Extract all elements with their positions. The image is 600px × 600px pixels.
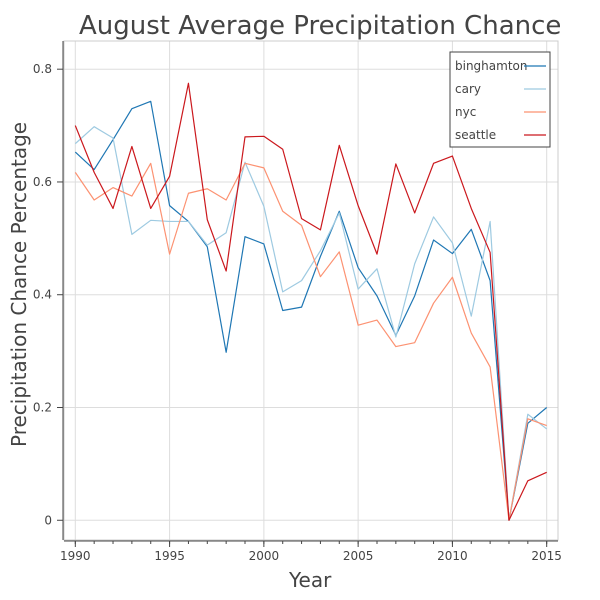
legend-label-nyc: nyc [455, 105, 476, 119]
y-tick-label: 0.6 [33, 175, 52, 189]
legend-label-seattle: seattle [455, 128, 496, 142]
legend-label-cary: cary [455, 82, 481, 96]
chart-title: August Average Precipitation Chance [79, 11, 561, 41]
x-axis-ticks: 1990 1995 2000 2005 2010 2015 [60, 541, 562, 563]
y-tick-label: 0.8 [33, 62, 52, 76]
y-tick-label: 0 [44, 513, 52, 527]
series-line-nyc [74, 162, 547, 521]
y-tick-label: 0.4 [33, 288, 52, 302]
plot-frame [63, 40, 559, 541]
legend-box [449, 51, 551, 148]
y-axis-label: Precipitation Chance Percentage [7, 122, 31, 447]
legend: binghamton cary nyc seattle [449, 51, 551, 148]
x-tick-label: 2015 [531, 549, 562, 563]
legend-label-binghamton: binghamton [455, 59, 527, 73]
series-lines [74, 82, 548, 521]
y-tick-label: 0.2 [33, 400, 52, 414]
x-tick-label: 2010 [437, 549, 468, 563]
x-tick-label: 1990 [60, 549, 91, 563]
series-line-seattle [74, 82, 547, 521]
x-tick-label: 2000 [249, 549, 280, 563]
series-line-binghamton [74, 100, 548, 521]
y-axis-ticks: 0 0.2 0.4 0.6 0.8 [33, 62, 63, 527]
x-axis-label: Year [288, 568, 332, 592]
x-tick-label: 1995 [154, 549, 185, 563]
x-tick-label: 2005 [343, 549, 374, 563]
series-line-cary [74, 126, 548, 521]
